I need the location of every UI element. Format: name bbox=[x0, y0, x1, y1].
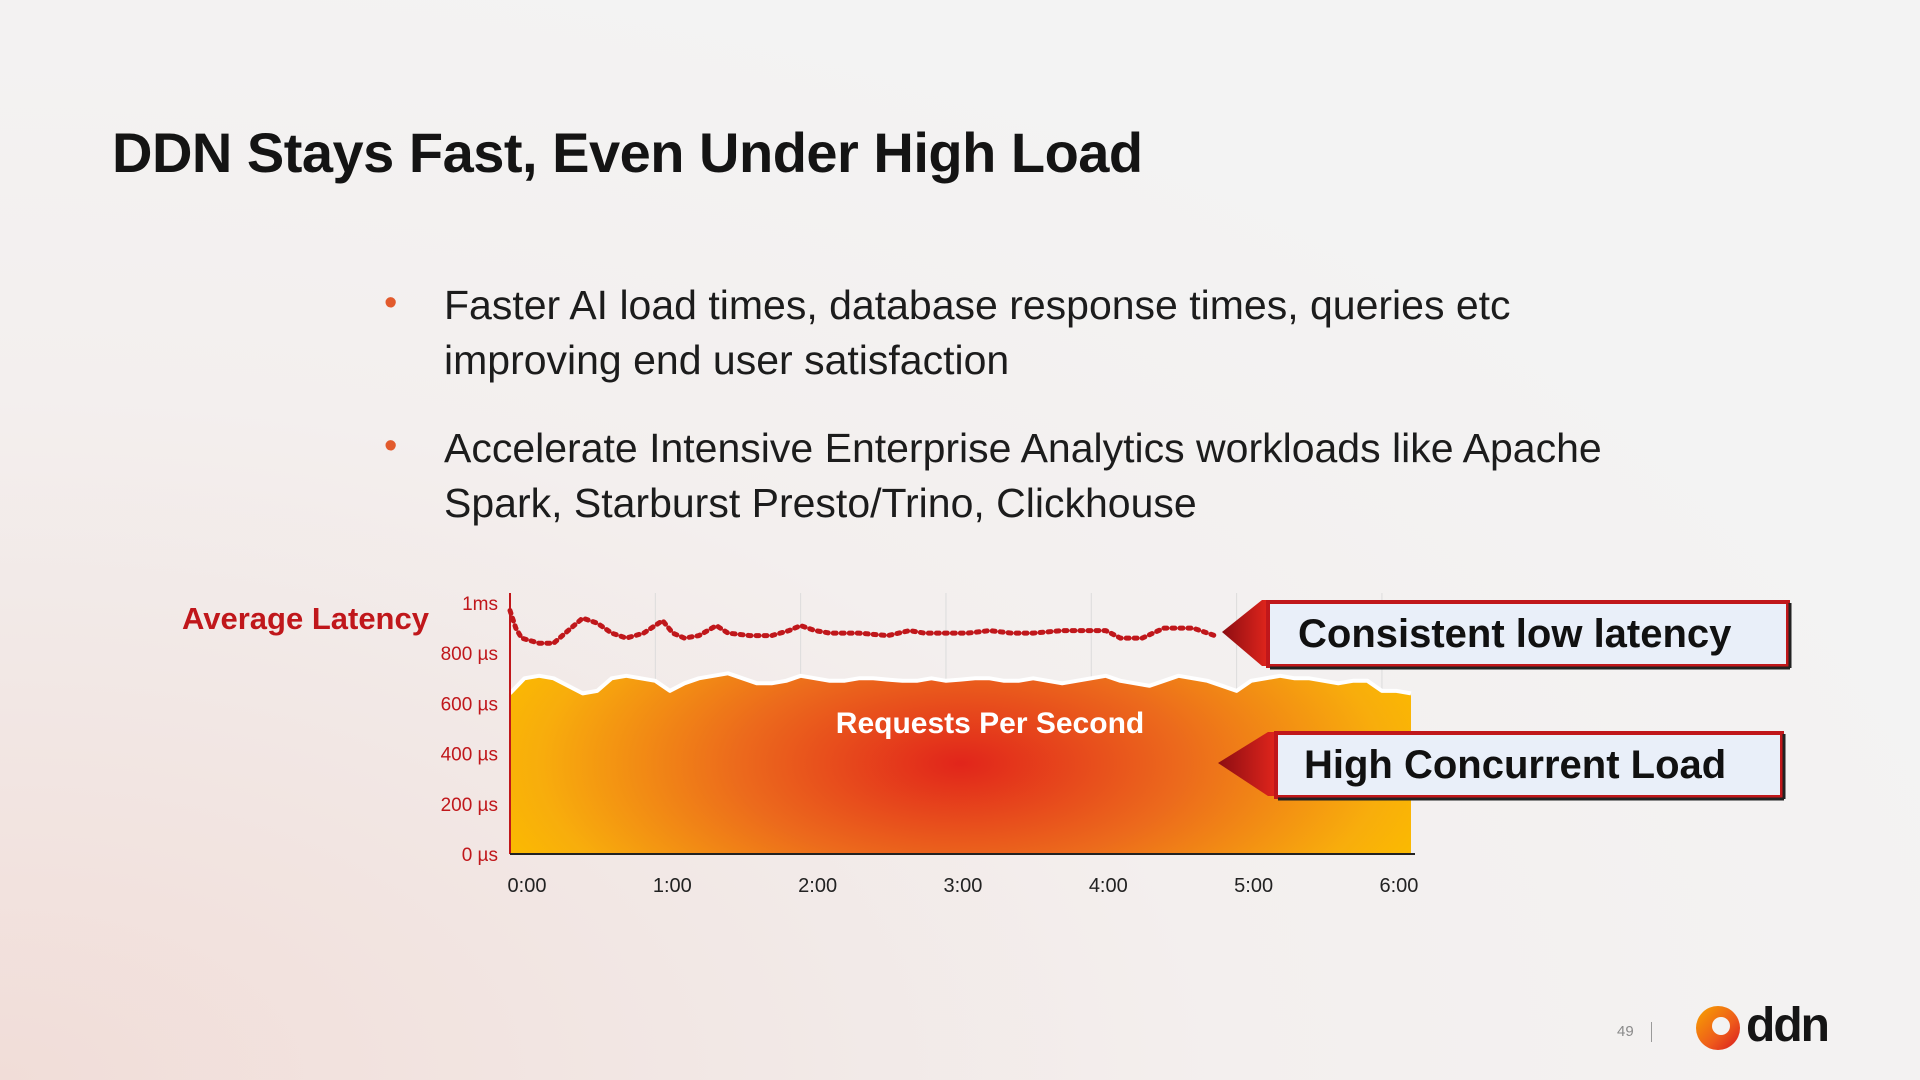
y-tick-label: 1ms bbox=[462, 594, 498, 615]
bullet-list: • Faster AI load times, database respons… bbox=[384, 278, 1624, 564]
callout-high-load: High Concurrent Load bbox=[1218, 731, 1786, 801]
bullet-text: Accelerate Intensive Enterprise Analytic… bbox=[444, 425, 1602, 526]
x-tick-label: 5:00 bbox=[1234, 875, 1273, 897]
callout-box bbox=[1274, 731, 1784, 799]
y-axis-label: Average Latency bbox=[182, 601, 430, 636]
slide-title: DDN Stays Fast, Even Under High Load bbox=[112, 121, 1143, 184]
x-tick-label: 0:00 bbox=[508, 875, 547, 897]
callout-arrow-icon bbox=[1222, 600, 1268, 666]
area-series-edge bbox=[508, 671, 1412, 696]
bullet-dot-icon: • bbox=[384, 425, 398, 467]
bullet-item: • Faster AI load times, database respons… bbox=[384, 278, 1624, 388]
bullet-text: Faster AI load times, database response … bbox=[444, 282, 1511, 383]
y-tick-label: 600 µs bbox=[441, 694, 498, 715]
x-tick-label: 6:00 bbox=[1379, 875, 1418, 897]
latency-load-chart: 0 µs 200 µs 400 µs 600 µs 800 µs 1ms 0:00 1:00 2… bbox=[182, 593, 1792, 897]
y-tick-label: 800 µs bbox=[441, 644, 498, 665]
callout-text: Consistent low latency bbox=[1298, 612, 1732, 656]
area-series-label: Requests Per Second bbox=[836, 707, 1144, 740]
bullet-item: • Accelerate Intensive Enterprise Analyt… bbox=[384, 421, 1624, 531]
page-number: 49 bbox=[1617, 1023, 1634, 1040]
x-tick-label: 4:00 bbox=[1089, 875, 1128, 897]
callout-text: High Concurrent Load bbox=[1304, 743, 1726, 787]
x-tick-label: 2:00 bbox=[798, 875, 837, 897]
y-tick-label: 0 µs bbox=[462, 845, 498, 866]
callout-arrow-icon bbox=[1218, 732, 1276, 796]
footer-divider bbox=[1651, 1022, 1652, 1042]
callout-consistent-latency: Consistent low latency bbox=[1222, 600, 1792, 670]
area-series bbox=[510, 673, 1411, 854]
x-tick-label: 3:00 bbox=[943, 875, 982, 897]
latency-series bbox=[507, 608, 1218, 646]
ddn-logo-icon bbox=[1696, 1006, 1740, 1050]
y-tick-label: 200 µs bbox=[441, 795, 498, 816]
ddn-logo-text: ddn bbox=[1746, 999, 1830, 1052]
y-tick-label: 400 µs bbox=[441, 745, 498, 766]
callout-box bbox=[1266, 600, 1790, 668]
x-tick-label: 1:00 bbox=[653, 875, 692, 897]
bullet-dot-icon: • bbox=[384, 282, 398, 324]
